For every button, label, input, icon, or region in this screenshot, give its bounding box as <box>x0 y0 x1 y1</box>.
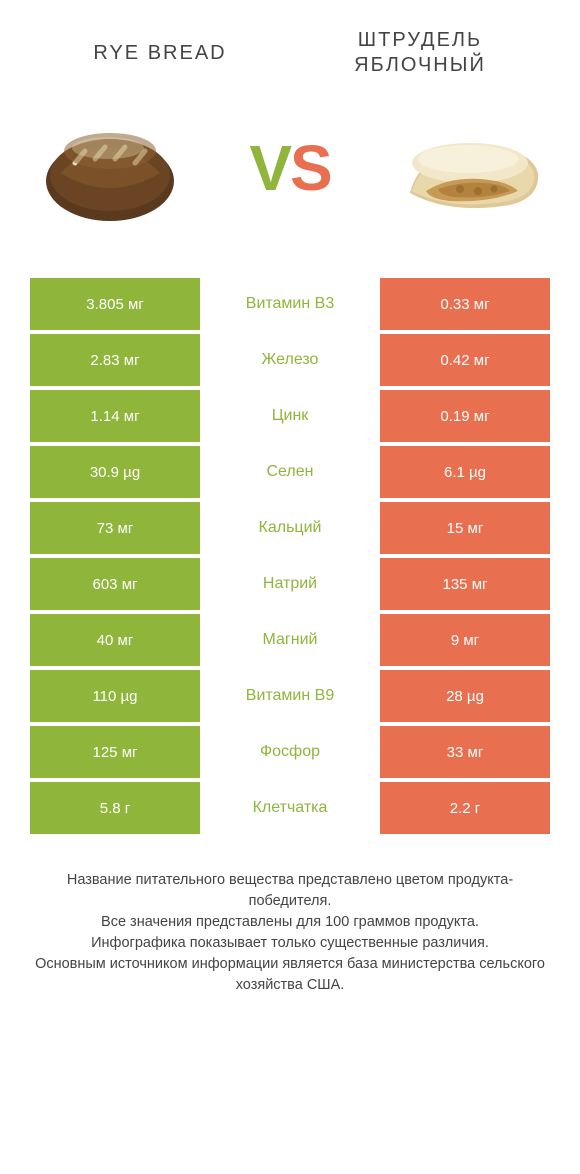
nutrient-row: 40 мгМагний9 мг <box>30 614 550 666</box>
header-right: ШТРУДЕЛЬ ЯБЛОЧНЫЙ <box>290 28 550 78</box>
right-value: 6.1 µg <box>380 446 550 498</box>
right-value: 15 мг <box>380 502 550 554</box>
nutrient-name: Клетчатка <box>200 782 380 834</box>
nutrient-row: 5.8 гКлетчатка2.2 г <box>30 782 550 834</box>
footer-line-3: Инфографика показывает только существенн… <box>30 933 550 954</box>
right-product-title: ШТРУДЕЛЬ ЯБЛОЧНЫЙ <box>290 28 550 78</box>
footer-line-2: Все значения представлены для 100 граммо… <box>30 912 550 933</box>
strudel-image <box>390 98 550 238</box>
left-product-title: RYE BREAD <box>30 41 290 66</box>
nutrient-name: Цинк <box>200 390 380 442</box>
left-value: 5.8 г <box>30 782 200 834</box>
vs-v: V <box>249 132 290 204</box>
right-title-line2: ЯБЛОЧНЫЙ <box>354 54 486 76</box>
right-value: 0.19 мг <box>380 390 550 442</box>
left-value: 3.805 мг <box>30 278 200 330</box>
nutrient-row: 1.14 мгЦинк0.19 мг <box>30 390 550 442</box>
nutrient-row: 73 мгКальций15 мг <box>30 502 550 554</box>
right-value: 2.2 г <box>380 782 550 834</box>
nutrient-row: 110 µgВитамин B928 µg <box>30 670 550 722</box>
left-value: 40 мг <box>30 614 200 666</box>
left-value: 2.83 мг <box>30 334 200 386</box>
left-value: 110 µg <box>30 670 200 722</box>
right-value: 33 мг <box>380 726 550 778</box>
left-value: 125 мг <box>30 726 200 778</box>
right-value: 0.42 мг <box>380 334 550 386</box>
images-row: VS <box>0 88 580 268</box>
right-title-line1: ШТРУДЕЛЬ <box>358 29 482 51</box>
nutrient-name: Магний <box>200 614 380 666</box>
nutrient-row: 3.805 мгВитамин B30.33 мг <box>30 278 550 330</box>
nutrient-row: 2.83 мгЖелезо0.42 мг <box>30 334 550 386</box>
nutrient-row: 30.9 µgСелен6.1 µg <box>30 446 550 498</box>
nutrient-table: 3.805 мгВитамин B30.33 мг2.83 мгЖелезо0.… <box>30 278 550 834</box>
footer-line-4: Основным источником информации является … <box>30 954 550 996</box>
header-left: RYE BREAD <box>30 41 290 66</box>
footer-notes: Название питательного вещества представл… <box>30 870 550 996</box>
vs-label: VS <box>249 131 330 205</box>
left-value: 30.9 µg <box>30 446 200 498</box>
nutrient-row: 603 мгНатрий135 мг <box>30 558 550 610</box>
right-value: 28 µg <box>380 670 550 722</box>
right-value: 9 мг <box>380 614 550 666</box>
nutrient-name: Витамин B3 <box>200 278 380 330</box>
nutrient-name: Селен <box>200 446 380 498</box>
header: RYE BREAD ШТРУДЕЛЬ ЯБЛОЧНЫЙ <box>0 0 580 88</box>
left-value: 73 мг <box>30 502 200 554</box>
strudel-icon <box>390 103 550 233</box>
left-value: 603 мг <box>30 558 200 610</box>
rye-bread-image <box>30 98 190 238</box>
nutrient-row: 125 мгФосфор33 мг <box>30 726 550 778</box>
footer-line-1: Название питательного вещества представл… <box>30 870 550 912</box>
vs-s: S <box>290 132 331 204</box>
nutrient-name: Фосфор <box>200 726 380 778</box>
left-value: 1.14 мг <box>30 390 200 442</box>
nutrient-name: Натрий <box>200 558 380 610</box>
right-value: 135 мг <box>380 558 550 610</box>
nutrient-name: Железо <box>200 334 380 386</box>
bread-icon <box>30 103 190 233</box>
nutrient-name: Витамин B9 <box>200 670 380 722</box>
right-value: 0.33 мг <box>380 278 550 330</box>
nutrient-name: Кальций <box>200 502 380 554</box>
